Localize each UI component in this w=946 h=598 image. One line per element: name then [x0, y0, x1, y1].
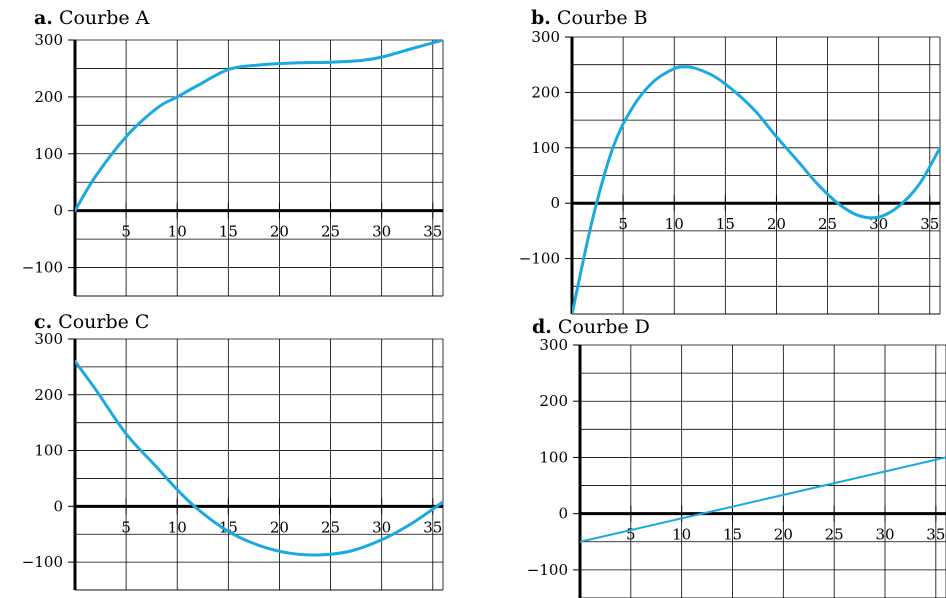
- x-tick-label: 25: [825, 526, 844, 544]
- x-tick-label: 30: [875, 526, 894, 544]
- y-tick-label: 300: [531, 28, 560, 46]
- y-tick-label: −100: [527, 561, 568, 579]
- chart-panel-b: −100 0 100 200 300 5 10 15 20 25 30 35 b. Courbe B: [519, 7, 941, 315]
- series-line: [572, 65, 940, 314]
- y-tick-label: −100: [519, 250, 560, 268]
- y-tick-label: 0: [53, 497, 63, 515]
- y-tick-label: 0: [53, 202, 63, 220]
- x-tick-label: 20: [270, 518, 289, 536]
- chart-panel-d: −100 0 100 200 300 5 10 15 20 25 30 35 d. Courbe D: [527, 316, 946, 598]
- chart-panel-a: −100 0 100 200 300 5 10 15 20 25 30 35 a. Courbe A: [22, 7, 444, 297]
- x-tick-label: 30: [869, 215, 888, 233]
- x-tick-label: 20: [767, 215, 786, 233]
- x-tick-label: 15: [716, 215, 735, 233]
- x-tick-label: 35: [423, 223, 442, 241]
- x-tick-label: 15: [723, 526, 742, 544]
- y-tick-label: 300: [34, 330, 63, 348]
- x-tick-label: 5: [121, 223, 131, 241]
- series-line: [75, 40, 443, 213]
- y-tick-label: 100: [34, 442, 63, 460]
- chart-title-text: Courbe A: [59, 7, 150, 29]
- chart-title-text: Courbe D: [558, 316, 650, 338]
- chart-title-text: Courbe B: [557, 7, 648, 29]
- x-tick-label: 15: [219, 223, 238, 241]
- y-tick-label: 100: [34, 145, 63, 163]
- chart-title: c. Courbe C: [34, 311, 149, 333]
- x-tick-label: 35: [423, 518, 442, 536]
- y-tick-label: −100: [22, 259, 63, 277]
- chart-title: a. Courbe A: [34, 7, 150, 29]
- x-tick-label: 30: [372, 518, 391, 536]
- x-tick-label: 25: [818, 215, 837, 233]
- x-tick-label: 5: [121, 518, 131, 536]
- x-tick-label: 5: [626, 526, 636, 544]
- y-tick-label: 300: [34, 31, 63, 49]
- y-tick-label: 200: [34, 386, 63, 404]
- y-tick-label: 300: [539, 336, 568, 354]
- chart-title: d. Courbe D: [532, 316, 650, 338]
- y-tick-label: 200: [531, 83, 560, 101]
- x-tick-label: 20: [774, 526, 793, 544]
- chart-label: a.: [34, 7, 53, 29]
- x-tick-label: 10: [665, 215, 684, 233]
- y-tick-label: 200: [34, 88, 63, 106]
- x-tick-label: 5: [618, 215, 628, 233]
- chart-label: d.: [532, 316, 552, 338]
- chart-label: c.: [34, 311, 52, 333]
- x-tick-label: 25: [321, 518, 340, 536]
- x-tick-label: 25: [321, 223, 340, 241]
- y-tick-label: 100: [539, 448, 568, 466]
- x-tick-label: 10: [168, 223, 187, 241]
- y-tick-label: 200: [539, 392, 568, 410]
- chart-title: b. Courbe B: [531, 7, 648, 29]
- chart-label: b.: [531, 7, 551, 29]
- y-tick-label: −100: [22, 553, 63, 571]
- x-tick-label: 30: [372, 223, 391, 241]
- x-tick-label: 20: [270, 223, 289, 241]
- series-line: [75, 359, 443, 557]
- x-tick-label: 35: [926, 526, 945, 544]
- y-tick-label: 100: [531, 139, 560, 157]
- x-tick-label: 35: [920, 215, 939, 233]
- chart-title-text: Courbe C: [58, 311, 149, 333]
- x-tick-label: 15: [219, 518, 238, 536]
- chart-panel-c: −100 0 100 200 300 5 10 15 20 25 30 35 c. Courbe C: [22, 311, 444, 591]
- x-tick-label: 10: [168, 518, 187, 536]
- series-line: [580, 456, 946, 543]
- x-tick-label: 10: [672, 526, 691, 544]
- y-tick-label: 0: [558, 505, 568, 523]
- y-tick-label: 0: [550, 194, 560, 212]
